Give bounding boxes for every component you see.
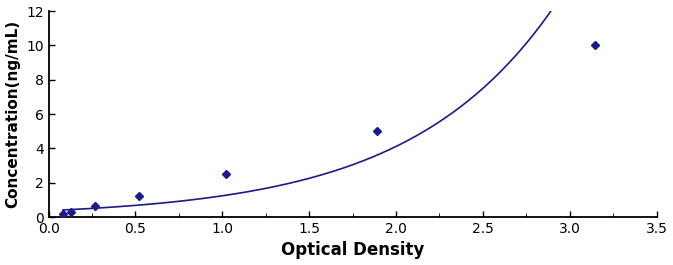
X-axis label: Optical Density: Optical Density <box>281 241 424 259</box>
Y-axis label: Concentration(ng/mL): Concentration(ng/mL) <box>5 20 21 208</box>
